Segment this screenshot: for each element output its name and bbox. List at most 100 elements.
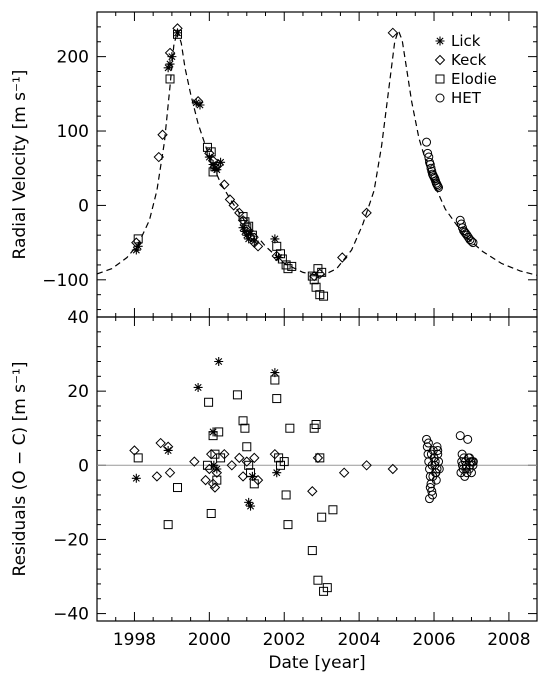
- y-tick-label: −100: [42, 271, 89, 291]
- elodie-point: [315, 453, 325, 463]
- series-keck: [129, 437, 399, 497]
- series-elodie: [133, 375, 338, 596]
- orbit-model-curve: [97, 28, 537, 277]
- elodie-point: [232, 390, 242, 400]
- elodie-point: [242, 223, 252, 233]
- lick-point: [270, 368, 280, 378]
- het-point: [468, 238, 478, 248]
- elodie-point: [165, 74, 175, 84]
- lick-point: [246, 229, 256, 239]
- legend-marker-lick: [435, 36, 445, 46]
- het-point: [433, 181, 443, 191]
- elodie-point: [202, 460, 212, 470]
- plot-area: [97, 23, 537, 301]
- elodie-point: [206, 508, 216, 518]
- elodie-point: [287, 261, 297, 271]
- elodie-point: [173, 483, 183, 493]
- legend-marker-keck: [434, 54, 446, 66]
- het-point: [463, 434, 473, 444]
- elodie-point: [216, 453, 226, 463]
- het-point: [432, 464, 442, 474]
- series-elodie: [133, 29, 329, 301]
- legend-label-het: HET: [451, 89, 482, 107]
- het-point: [459, 226, 469, 236]
- lick-point: [195, 100, 205, 110]
- lick-point: [191, 98, 201, 108]
- plot-frame: [96, 316, 538, 622]
- elodie-point: [283, 520, 293, 530]
- lick-point: [272, 468, 282, 478]
- elodie-point: [244, 221, 254, 231]
- elodie-point: [275, 249, 285, 259]
- x-tick-label: 2002: [263, 630, 306, 650]
- series-het: [422, 431, 478, 504]
- elodie-point: [307, 546, 317, 556]
- keck-point: [192, 96, 204, 107]
- lick-point: [270, 234, 280, 244]
- bottom-panel: −40 −20 0 20 40 1998 2000 2002 2004 2006 2008 Resid…: [10, 308, 538, 673]
- lick-point: [204, 152, 214, 162]
- elodie-point: [285, 423, 295, 433]
- x-tick-label: 1998: [113, 630, 156, 650]
- keck-point: [189, 456, 200, 467]
- legend-marker-elodie: [435, 74, 445, 84]
- keck-point: [164, 47, 176, 59]
- het-point: [468, 457, 478, 467]
- het-point: [462, 230, 472, 240]
- top-panel: −100 0 100 200 Radial Velocity [m s⁻¹] LickKe…: [10, 11, 538, 318]
- y-tick-label: 100: [57, 122, 89, 142]
- lick-point: [165, 59, 175, 69]
- elodie-point: [212, 475, 222, 485]
- keck-point: [234, 452, 245, 464]
- elodie-point: [272, 241, 282, 251]
- plot-area: [97, 356, 537, 596]
- keck-point: [153, 151, 164, 163]
- lick-point: [246, 501, 256, 511]
- x-tick-label: 2000: [188, 630, 231, 650]
- elodie-point: [204, 397, 214, 407]
- series-lick: [131, 356, 282, 511]
- elodie-point: [272, 394, 282, 404]
- elodie-point: [210, 162, 220, 172]
- keck-point: [200, 474, 211, 486]
- y-tick-label: 40: [67, 308, 89, 328]
- het-point: [425, 494, 435, 504]
- y-axis-title: Radial Velocity [m s⁻¹]: [10, 70, 30, 260]
- keck-point: [252, 241, 264, 252]
- keck-point: [361, 207, 372, 219]
- elodie-point: [270, 375, 280, 385]
- keck-point: [207, 155, 219, 166]
- het-point: [455, 431, 465, 441]
- x-axis-title: Date [year]: [268, 653, 365, 673]
- elodie-point: [317, 267, 327, 277]
- elodie-point: [240, 423, 250, 433]
- keck-point: [361, 460, 372, 471]
- y-tick-label: 0: [78, 196, 89, 216]
- elodie-point: [238, 212, 248, 222]
- lick-point: [212, 464, 222, 474]
- elodie-point: [313, 575, 323, 585]
- het-point: [423, 438, 433, 448]
- x-tick-label: 2006: [412, 630, 455, 650]
- het-point: [425, 483, 435, 493]
- elodie-point: [311, 282, 321, 292]
- keck-point: [312, 452, 324, 464]
- keck-point: [209, 482, 221, 493]
- keck-point: [307, 486, 318, 497]
- keck-point: [204, 463, 215, 475]
- y-tick-label: −40: [53, 605, 89, 625]
- keck-point: [162, 441, 174, 452]
- het-point: [423, 148, 433, 158]
- elodie-point: [214, 427, 224, 437]
- lick-point: [249, 236, 259, 246]
- elodie-point: [328, 505, 338, 515]
- keck-point: [219, 179, 230, 190]
- keck-point: [337, 252, 348, 263]
- x-tick-label: 2008: [487, 630, 530, 650]
- keck-point: [164, 467, 176, 478]
- elodie-point: [322, 583, 332, 593]
- het-point: [457, 449, 467, 459]
- series-lick: [131, 28, 284, 262]
